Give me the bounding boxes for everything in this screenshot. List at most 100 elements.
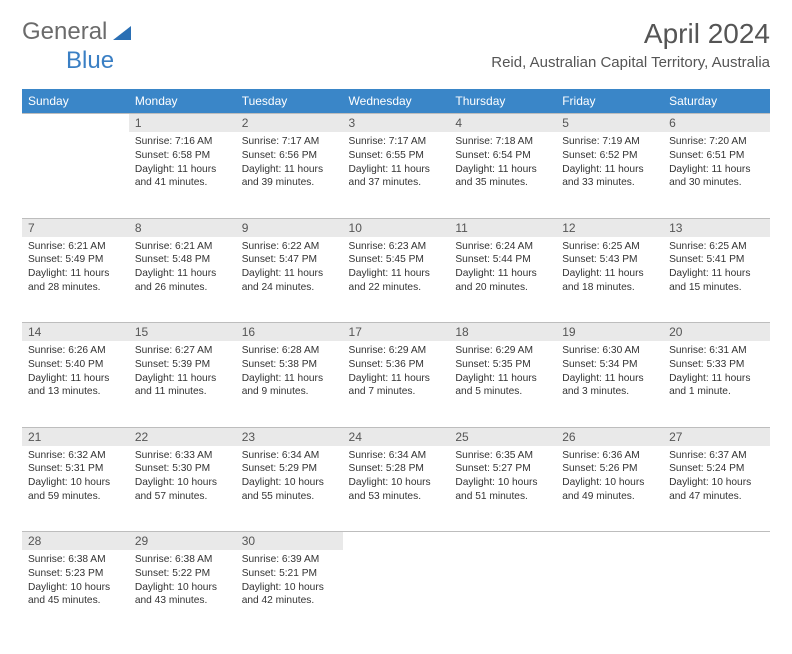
sunset-line: Sunset: 5:48 PM xyxy=(135,253,230,267)
day-number-cell: 10 xyxy=(343,218,450,237)
day-content-cell xyxy=(449,550,556,636)
day-content-cell: Sunrise: 6:32 AMSunset: 5:31 PMDaylight:… xyxy=(22,446,129,532)
sunset-line: Sunset: 5:31 PM xyxy=(28,462,123,476)
day-number-cell: 16 xyxy=(236,323,343,342)
daylight-line: Daylight: 11 hours and 24 minutes. xyxy=(242,267,337,295)
daylight-line: Daylight: 11 hours and 22 minutes. xyxy=(349,267,444,295)
sunrise-line: Sunrise: 6:27 AM xyxy=(135,344,230,358)
sunset-line: Sunset: 5:33 PM xyxy=(669,358,764,372)
daynum-row: 14151617181920 xyxy=(22,323,770,342)
sunrise-line: Sunrise: 6:36 AM xyxy=(562,449,657,463)
daylight-line: Daylight: 11 hours and 33 minutes. xyxy=(562,163,657,191)
sunset-line: Sunset: 5:23 PM xyxy=(28,567,123,581)
sunrise-line: Sunrise: 6:34 AM xyxy=(242,449,337,463)
day-content-cell xyxy=(22,132,129,218)
daylight-line: Daylight: 11 hours and 37 minutes. xyxy=(349,163,444,191)
daylight-line: Daylight: 11 hours and 26 minutes. xyxy=(135,267,230,295)
page-title: April 2024 xyxy=(491,18,770,50)
day-content-cell: Sunrise: 6:39 AMSunset: 5:21 PMDaylight:… xyxy=(236,550,343,636)
day-content-cell: Sunrise: 6:36 AMSunset: 5:26 PMDaylight:… xyxy=(556,446,663,532)
content-row: Sunrise: 6:26 AMSunset: 5:40 PMDaylight:… xyxy=(22,341,770,427)
daylight-line: Daylight: 10 hours and 59 minutes. xyxy=(28,476,123,504)
sunrise-line: Sunrise: 6:28 AM xyxy=(242,344,337,358)
day-content-cell: Sunrise: 6:21 AMSunset: 5:49 PMDaylight:… xyxy=(22,237,129,323)
calendar-head: SundayMondayTuesdayWednesdayThursdayFrid… xyxy=(22,89,770,114)
day-number-cell: 11 xyxy=(449,218,556,237)
sunrise-line: Sunrise: 7:20 AM xyxy=(669,135,764,149)
calendar-page: General April 2024 Reid, Australian Capi… xyxy=(0,0,792,654)
sunset-line: Sunset: 5:41 PM xyxy=(669,253,764,267)
day-number-cell: 17 xyxy=(343,323,450,342)
day-content-cell: Sunrise: 6:21 AMSunset: 5:48 PMDaylight:… xyxy=(129,237,236,323)
day-number-cell: 14 xyxy=(22,323,129,342)
day-number-cell: 28 xyxy=(22,532,129,551)
day-content-cell: Sunrise: 6:25 AMSunset: 5:43 PMDaylight:… xyxy=(556,237,663,323)
sunrise-line: Sunrise: 6:29 AM xyxy=(349,344,444,358)
day-content-cell xyxy=(343,550,450,636)
day-content-cell: Sunrise: 6:34 AMSunset: 5:29 PMDaylight:… xyxy=(236,446,343,532)
day-content-cell: Sunrise: 6:29 AMSunset: 5:36 PMDaylight:… xyxy=(343,341,450,427)
daynum-row: 78910111213 xyxy=(22,218,770,237)
sunset-line: Sunset: 5:34 PM xyxy=(562,358,657,372)
sunset-line: Sunset: 5:24 PM xyxy=(669,462,764,476)
sunrise-line: Sunrise: 6:33 AM xyxy=(135,449,230,463)
day-number-cell: 22 xyxy=(129,427,236,446)
daylight-line: Daylight: 11 hours and 35 minutes. xyxy=(455,163,550,191)
sunrise-line: Sunrise: 7:18 AM xyxy=(455,135,550,149)
sunset-line: Sunset: 5:30 PM xyxy=(135,462,230,476)
day-content-cell: Sunrise: 6:38 AMSunset: 5:22 PMDaylight:… xyxy=(129,550,236,636)
day-number-cell: 26 xyxy=(556,427,663,446)
day-number-cell: 1 xyxy=(129,114,236,133)
sunrise-line: Sunrise: 7:19 AM xyxy=(562,135,657,149)
daylight-line: Daylight: 11 hours and 28 minutes. xyxy=(28,267,123,295)
daylight-line: Daylight: 10 hours and 55 minutes. xyxy=(242,476,337,504)
day-number-cell: 12 xyxy=(556,218,663,237)
sunset-line: Sunset: 5:22 PM xyxy=(135,567,230,581)
day-number-cell: 7 xyxy=(22,218,129,237)
sunrise-line: Sunrise: 6:34 AM xyxy=(349,449,444,463)
day-content-cell: Sunrise: 6:28 AMSunset: 5:38 PMDaylight:… xyxy=(236,341,343,427)
day-content-cell: Sunrise: 7:20 AMSunset: 6:51 PMDaylight:… xyxy=(663,132,770,218)
daylight-line: Daylight: 10 hours and 45 minutes. xyxy=(28,581,123,609)
sunrise-line: Sunrise: 6:22 AM xyxy=(242,240,337,254)
sunset-line: Sunset: 6:54 PM xyxy=(455,149,550,163)
daynum-row: 123456 xyxy=(22,114,770,133)
day-content-cell: Sunrise: 6:24 AMSunset: 5:44 PMDaylight:… xyxy=(449,237,556,323)
sunset-line: Sunset: 5:38 PM xyxy=(242,358,337,372)
content-row: Sunrise: 6:21 AMSunset: 5:49 PMDaylight:… xyxy=(22,237,770,323)
sunset-line: Sunset: 6:56 PM xyxy=(242,149,337,163)
day-content-cell: Sunrise: 7:17 AMSunset: 6:56 PMDaylight:… xyxy=(236,132,343,218)
day-content-cell: Sunrise: 7:17 AMSunset: 6:55 PMDaylight:… xyxy=(343,132,450,218)
daylight-line: Daylight: 10 hours and 53 minutes. xyxy=(349,476,444,504)
sunrise-line: Sunrise: 7:16 AM xyxy=(135,135,230,149)
sunset-line: Sunset: 5:36 PM xyxy=(349,358,444,372)
sunrise-line: Sunrise: 6:39 AM xyxy=(242,553,337,567)
daylight-line: Daylight: 10 hours and 51 minutes. xyxy=(455,476,550,504)
sunrise-line: Sunrise: 6:25 AM xyxy=(562,240,657,254)
day-number-cell: 3 xyxy=(343,114,450,133)
day-content-cell: Sunrise: 6:25 AMSunset: 5:41 PMDaylight:… xyxy=(663,237,770,323)
day-number-cell: 21 xyxy=(22,427,129,446)
content-row: Sunrise: 7:16 AMSunset: 6:58 PMDaylight:… xyxy=(22,132,770,218)
day-number-cell: 5 xyxy=(556,114,663,133)
sunset-line: Sunset: 6:55 PM xyxy=(349,149,444,163)
day-number-cell: 24 xyxy=(343,427,450,446)
sunset-line: Sunset: 6:51 PM xyxy=(669,149,764,163)
day-content-cell: Sunrise: 6:33 AMSunset: 5:30 PMDaylight:… xyxy=(129,446,236,532)
sunset-line: Sunset: 5:27 PM xyxy=(455,462,550,476)
day-content-cell: Sunrise: 6:22 AMSunset: 5:47 PMDaylight:… xyxy=(236,237,343,323)
day-number-cell: 2 xyxy=(236,114,343,133)
brand-part2: Blue xyxy=(24,47,114,74)
day-content-cell: Sunrise: 6:26 AMSunset: 5:40 PMDaylight:… xyxy=(22,341,129,427)
calendar-body: 123456Sunrise: 7:16 AMSunset: 6:58 PMDay… xyxy=(22,114,770,637)
day-content-cell: Sunrise: 7:16 AMSunset: 6:58 PMDaylight:… xyxy=(129,132,236,218)
sunrise-line: Sunrise: 6:25 AM xyxy=(669,240,764,254)
sunrise-line: Sunrise: 6:26 AM xyxy=(28,344,123,358)
sunrise-line: Sunrise: 6:24 AM xyxy=(455,240,550,254)
day-content-cell: Sunrise: 6:30 AMSunset: 5:34 PMDaylight:… xyxy=(556,341,663,427)
day-number-cell: 27 xyxy=(663,427,770,446)
sunrise-line: Sunrise: 6:31 AM xyxy=(669,344,764,358)
sunrise-line: Sunrise: 6:30 AM xyxy=(562,344,657,358)
sunrise-line: Sunrise: 6:21 AM xyxy=(28,240,123,254)
title-block: April 2024 Reid, Australian Capital Terr… xyxy=(491,18,770,77)
